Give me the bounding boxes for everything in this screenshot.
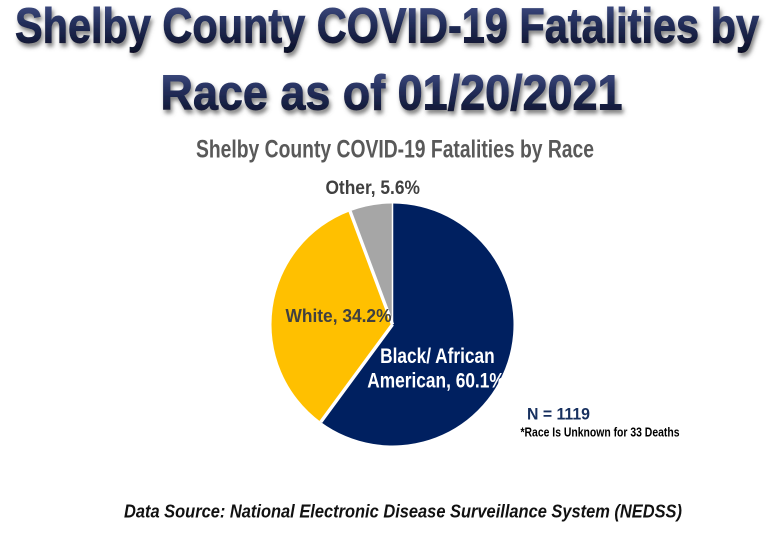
svg-text:Black/ African: Black/ African — [380, 344, 495, 368]
svg-text:Other, 5.6%: Other, 5.6% — [325, 177, 420, 199]
svg-text:Race as of 01/20/2021: Race as of 01/20/2021 — [161, 66, 623, 121]
svg-text:Data Source: National Electron: Data Source: National Electronic Disease… — [124, 501, 682, 522]
svg-text:White, 34.2%: White, 34.2% — [286, 305, 392, 326]
svg-text:American, 60.1%: American, 60.1% — [367, 369, 505, 393]
svg-text:N = 1119: N = 1119 — [527, 406, 590, 424]
svg-text:Shelby County COVID-19 Fatalit: Shelby County COVID-19 Fatalities by — [15, 0, 759, 53]
svg-text:Shelby County COVID-19 Fatalit: Shelby County COVID-19 Fatalities by Rac… — [196, 137, 594, 164]
svg-text:*Race Is Unknown for 33 Deaths: *Race Is Unknown for 33 Deaths — [521, 425, 680, 440]
